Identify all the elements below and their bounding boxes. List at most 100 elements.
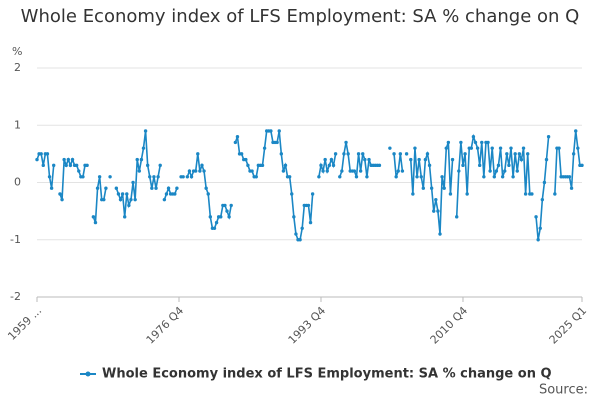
point — [189, 175, 194, 179]
point — [521, 146, 526, 150]
point — [290, 192, 294, 196]
x-tick-label: 1976 Q4 — [144, 304, 187, 347]
point — [158, 163, 162, 168]
point — [219, 215, 223, 219]
point — [417, 157, 421, 162]
point — [321, 169, 325, 173]
point — [225, 209, 229, 213]
point — [480, 140, 484, 145]
point — [517, 152, 522, 156]
point — [123, 215, 127, 219]
point — [419, 175, 423, 179]
point — [363, 157, 367, 162]
point — [58, 192, 62, 196]
point — [283, 163, 288, 168]
point — [574, 129, 578, 133]
point — [269, 129, 273, 133]
point — [200, 163, 204, 168]
point — [463, 152, 467, 156]
point — [388, 146, 392, 150]
point — [70, 157, 75, 162]
point — [239, 152, 244, 156]
point — [425, 152, 430, 156]
point — [185, 175, 190, 179]
point — [104, 186, 108, 190]
point — [475, 146, 480, 150]
point — [367, 157, 371, 162]
point — [473, 140, 478, 145]
point — [434, 197, 438, 202]
point — [534, 215, 538, 219]
legend-marker — [85, 371, 91, 377]
point — [254, 175, 258, 179]
point — [469, 146, 474, 150]
point — [77, 169, 81, 173]
point — [47, 175, 52, 179]
point — [477, 163, 482, 168]
point — [542, 180, 547, 185]
point — [538, 226, 542, 230]
point — [281, 169, 286, 173]
point — [432, 209, 436, 213]
point — [246, 163, 250, 168]
point — [338, 175, 342, 179]
point — [262, 146, 267, 150]
point — [482, 175, 486, 179]
point — [331, 163, 336, 168]
point — [546, 135, 551, 139]
point — [446, 140, 451, 145]
point — [471, 135, 476, 139]
point — [580, 163, 584, 168]
point — [488, 169, 492, 173]
point — [148, 175, 152, 179]
y-tick-label: -2 — [10, 290, 21, 303]
point — [152, 175, 156, 179]
point — [162, 197, 167, 202]
point — [354, 175, 359, 179]
point — [156, 175, 160, 179]
point — [576, 146, 580, 150]
point — [513, 152, 517, 156]
point — [127, 203, 131, 208]
point — [503, 169, 507, 173]
point — [164, 192, 169, 196]
point — [536, 238, 540, 242]
point — [461, 163, 465, 168]
point — [154, 186, 158, 190]
point — [202, 169, 206, 173]
point — [496, 163, 501, 168]
point — [204, 186, 208, 190]
point — [279, 152, 284, 156]
point — [292, 215, 296, 219]
point — [135, 157, 139, 162]
point — [287, 175, 292, 179]
point — [277, 129, 281, 133]
point — [571, 152, 576, 156]
point — [398, 152, 403, 156]
point — [68, 163, 73, 168]
point — [448, 192, 453, 196]
point — [206, 192, 210, 196]
point — [139, 157, 144, 162]
point — [511, 175, 515, 179]
point — [333, 152, 338, 156]
point — [181, 175, 185, 179]
point — [208, 215, 213, 219]
y-tick-label: -1 — [10, 233, 21, 246]
point — [409, 157, 413, 162]
point — [308, 220, 313, 225]
point — [404, 152, 409, 156]
point — [45, 152, 50, 156]
legend-label: Whole Economy index of LFS Employment: S… — [102, 367, 552, 382]
point — [323, 157, 327, 162]
point — [102, 197, 106, 202]
point — [427, 163, 432, 168]
point — [557, 146, 561, 150]
point — [492, 175, 496, 179]
point — [129, 197, 133, 202]
point — [544, 157, 549, 162]
point — [66, 157, 71, 162]
point — [450, 157, 455, 162]
point — [143, 129, 148, 133]
